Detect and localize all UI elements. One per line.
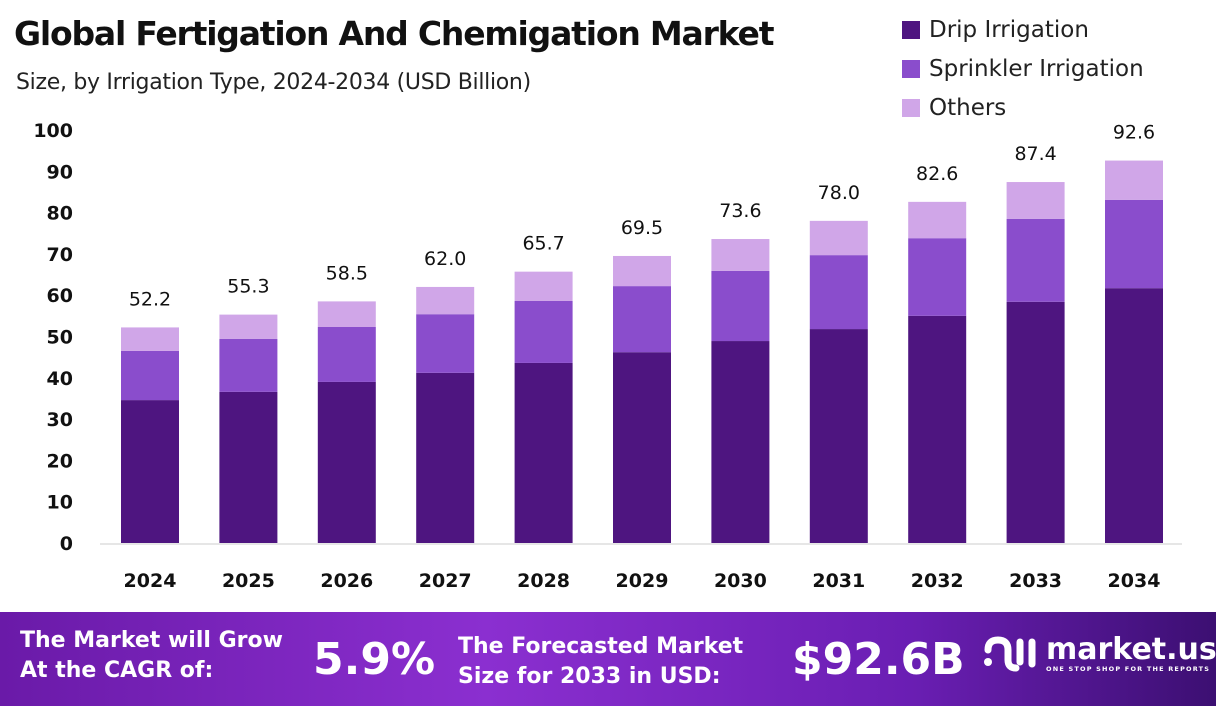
bar-segment-sprinkler-irrigation bbox=[514, 300, 573, 363]
bar-segment-drip-irrigation bbox=[613, 352, 671, 543]
legend: Drip Irrigation Sprinkler Irrigation Oth… bbox=[902, 10, 1144, 127]
bar-segment-others bbox=[809, 220, 868, 256]
bar-segment-sprinkler-irrigation bbox=[416, 314, 475, 373]
y-tick-label: 30 bbox=[47, 409, 73, 431]
chart-title: Global Fertigation And Chemigation Marke… bbox=[14, 14, 775, 53]
chart-subtitle: Size, by Irrigation Type, 2024-2034 (USD… bbox=[16, 70, 531, 95]
market-us-logo: market.us ONE STOP SHOP FOR THE REPORTS bbox=[980, 634, 1216, 674]
bar-total-label: 65.7 bbox=[522, 233, 564, 255]
y-tick-label: 100 bbox=[33, 120, 73, 142]
x-tick-label: 2025 bbox=[222, 570, 275, 592]
legend-swatch bbox=[902, 20, 920, 39]
logo-text: market.us bbox=[1046, 632, 1216, 667]
bar-segment-sprinkler-irrigation bbox=[121, 350, 179, 401]
bar-segment-drip-irrigation bbox=[317, 381, 376, 543]
bar-segment-drip-irrigation bbox=[908, 315, 967, 543]
legend-item-sprinkler: Sprinkler Irrigation bbox=[902, 49, 1144, 88]
bar-segment-others bbox=[416, 286, 475, 315]
bar-segment-sprinkler-irrigation bbox=[1006, 218, 1065, 302]
y-tick-label: 40 bbox=[47, 368, 73, 390]
bar-segment-others bbox=[514, 271, 573, 301]
bar-chart: 010203040506070809010052.2202455.3202558… bbox=[33, 120, 1182, 592]
y-tick-label: 10 bbox=[47, 492, 73, 514]
y-tick-label: 60 bbox=[47, 285, 73, 307]
forecast-label-line2: Size for 2033 in USD: bbox=[458, 664, 721, 689]
x-tick-label: 2034 bbox=[1108, 570, 1161, 592]
legend-label: Drip Irrigation bbox=[929, 16, 1089, 43]
bar-total-label: 73.6 bbox=[719, 200, 761, 222]
legend-label: Others bbox=[929, 94, 1007, 121]
y-tick-label: 0 bbox=[60, 533, 73, 555]
y-tick-label: 80 bbox=[47, 203, 73, 225]
bar-segment-drip-irrigation bbox=[121, 400, 179, 543]
x-tick-label: 2031 bbox=[812, 570, 865, 592]
y-tick-label: 20 bbox=[47, 450, 73, 472]
bar-segment-sprinkler-irrigation bbox=[711, 270, 770, 342]
cagr-label: The Market will Grow At the CAGR of: bbox=[20, 626, 283, 686]
x-tick-label: 2032 bbox=[911, 570, 964, 592]
bar-segment-others bbox=[908, 201, 967, 239]
bar-total-label: 62.0 bbox=[424, 248, 466, 270]
bar-segment-others bbox=[1006, 182, 1065, 219]
bar-segment-drip-irrigation bbox=[809, 329, 868, 543]
footer-banner: The Market will Grow At the CAGR of: 5.9… bbox=[0, 612, 1216, 706]
bar-segment-others bbox=[317, 301, 376, 328]
logo-tagline: ONE STOP SHOP FOR THE REPORTS bbox=[1046, 665, 1211, 673]
bar-total-label: 69.5 bbox=[621, 217, 663, 239]
bar-segment-sprinkler-irrigation bbox=[219, 338, 278, 392]
legend-swatch bbox=[902, 98, 920, 117]
bar-total-label: 92.6 bbox=[1113, 122, 1155, 144]
bar-segment-sprinkler-irrigation bbox=[1105, 199, 1163, 289]
cagr-label-line1: The Market will Grow bbox=[20, 628, 283, 653]
x-tick-label: 2030 bbox=[714, 570, 767, 592]
forecast-label-line1: The Forecasted Market bbox=[458, 634, 744, 659]
bar-total-label: 52.2 bbox=[129, 288, 171, 310]
x-tick-label: 2029 bbox=[616, 570, 669, 592]
legend-item-others: Others bbox=[902, 88, 1144, 127]
bar-segment-sprinkler-irrigation bbox=[809, 255, 868, 330]
legend-swatch bbox=[902, 59, 920, 78]
x-tick-label: 2028 bbox=[517, 570, 570, 592]
bar-segment-sprinkler-irrigation bbox=[908, 238, 967, 316]
y-tick-label: 90 bbox=[47, 161, 73, 183]
bar-total-label: 55.3 bbox=[227, 276, 269, 298]
cagr-label-line2: At the CAGR of: bbox=[20, 658, 214, 683]
bar-segment-others bbox=[1105, 160, 1163, 200]
cagr-value: 5.9% bbox=[313, 634, 436, 685]
legend-label: Sprinkler Irrigation bbox=[929, 55, 1144, 82]
bar-segment-drip-irrigation bbox=[416, 372, 475, 543]
bar-total-label: 58.5 bbox=[326, 262, 368, 284]
x-tick-label: 2027 bbox=[419, 570, 472, 592]
forecast-label: The Forecasted Market Size for 2033 in U… bbox=[458, 632, 743, 692]
x-tick-label: 2026 bbox=[320, 570, 373, 592]
bar-segment-others bbox=[613, 255, 671, 287]
legend-item-drip: Drip Irrigation bbox=[902, 10, 1144, 49]
bar-total-label: 82.6 bbox=[916, 163, 958, 185]
bar-segment-others bbox=[121, 327, 179, 351]
bar-segment-sprinkler-irrigation bbox=[613, 286, 671, 353]
forecast-value: $92.6B bbox=[792, 634, 965, 685]
bar-segment-drip-irrigation bbox=[1006, 301, 1065, 543]
bar-segment-others bbox=[711, 239, 770, 271]
bar-segment-sprinkler-irrigation bbox=[317, 327, 376, 382]
bar-segment-drip-irrigation bbox=[1105, 288, 1163, 543]
bar-segment-drip-irrigation bbox=[711, 341, 770, 543]
x-tick-label: 2024 bbox=[124, 570, 177, 592]
y-tick-label: 50 bbox=[47, 327, 73, 349]
bar-segment-drip-irrigation bbox=[219, 391, 278, 543]
bar-segment-others bbox=[219, 314, 278, 339]
bar-total-label: 87.4 bbox=[1014, 143, 1056, 165]
y-tick-label: 70 bbox=[47, 244, 73, 266]
x-tick-label: 2033 bbox=[1009, 570, 1062, 592]
bar-total-label: 78.0 bbox=[818, 182, 860, 204]
bar-segment-drip-irrigation bbox=[514, 362, 573, 543]
logo-icon bbox=[984, 636, 1036, 672]
